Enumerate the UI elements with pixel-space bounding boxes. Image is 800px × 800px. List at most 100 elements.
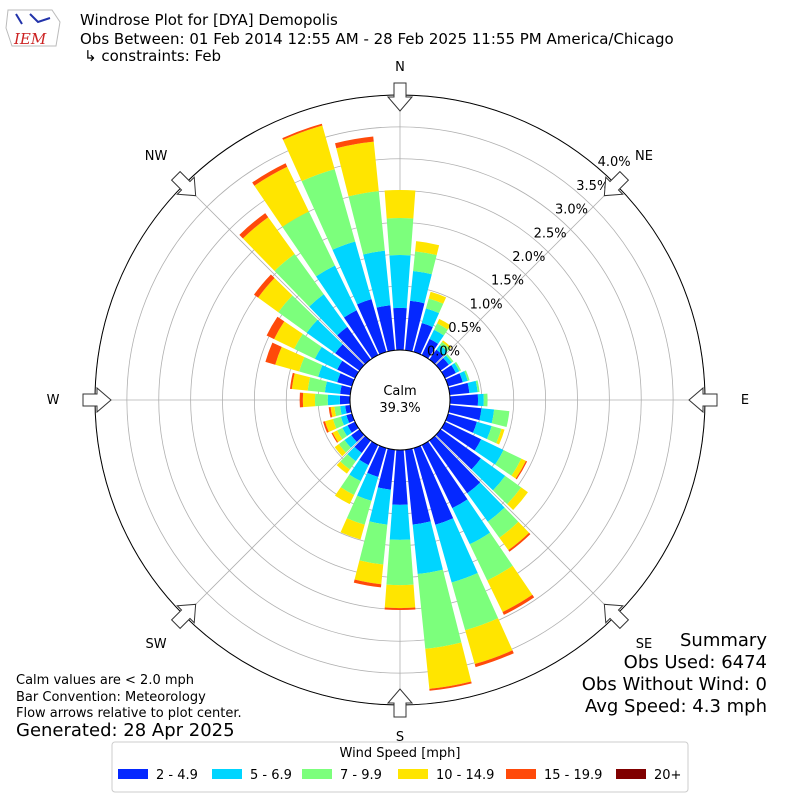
bar-segment bbox=[389, 255, 411, 309]
bar-segment bbox=[499, 521, 530, 551]
compass-label: W bbox=[47, 393, 60, 408]
r-tick-label: 1.0% bbox=[470, 297, 503, 312]
bar-segment bbox=[299, 392, 304, 408]
arrow-shape bbox=[386, 688, 414, 718]
bar-segment bbox=[242, 217, 295, 271]
bar-segment bbox=[429, 349, 444, 365]
bar-segment bbox=[354, 435, 371, 453]
arrow-shape bbox=[603, 170, 630, 197]
bar-segment bbox=[357, 472, 379, 501]
bar-segment bbox=[253, 274, 275, 298]
bar-segment bbox=[340, 474, 361, 495]
bar-segment bbox=[357, 299, 387, 355]
bar-segment bbox=[472, 421, 492, 440]
bar-segment bbox=[337, 326, 371, 365]
bar-segment bbox=[336, 141, 379, 197]
legend-swatch bbox=[506, 769, 536, 779]
bar-segment bbox=[467, 482, 505, 522]
bar-segment bbox=[332, 241, 372, 305]
legend-swatch bbox=[212, 769, 242, 779]
bar-segment bbox=[496, 428, 505, 445]
calm-circle bbox=[349, 349, 451, 451]
bar-segment bbox=[393, 307, 407, 351]
bar-segment bbox=[384, 584, 416, 609]
bar-segment bbox=[338, 440, 351, 453]
bar-segment bbox=[429, 435, 481, 494]
bar-segment bbox=[353, 579, 382, 588]
bar-segment bbox=[354, 560, 384, 585]
bar-segment bbox=[428, 291, 447, 304]
bar-segment bbox=[425, 642, 472, 689]
bar-segment bbox=[324, 418, 337, 432]
bar-segment bbox=[282, 211, 335, 277]
bar-segment bbox=[491, 409, 510, 427]
bar-segment bbox=[410, 270, 432, 304]
bar-segment bbox=[435, 429, 481, 470]
summary: Obs Without Wind: 0 bbox=[582, 674, 767, 695]
logo: IEM bbox=[5, 9, 61, 48]
bar-segment bbox=[359, 521, 388, 565]
bar-segment bbox=[443, 355, 452, 365]
bar-segment bbox=[384, 607, 416, 611]
bar-segment bbox=[429, 681, 472, 691]
bar-segment bbox=[334, 487, 355, 505]
note: Flow arrows relative to plot center. bbox=[16, 706, 242, 721]
bar-segment bbox=[441, 340, 452, 349]
bar-segment bbox=[502, 594, 535, 615]
bar-segment bbox=[274, 253, 324, 307]
calm-label: Calm bbox=[383, 384, 416, 399]
bar-segment bbox=[328, 407, 333, 418]
bar-segment bbox=[405, 448, 431, 525]
arrow-shape bbox=[170, 170, 197, 197]
bar-segment bbox=[346, 495, 372, 525]
bar-segment bbox=[389, 504, 411, 540]
bar-segment bbox=[452, 499, 491, 545]
r-tick-label: 2.5% bbox=[534, 226, 567, 241]
r-tick-label: 0.5% bbox=[448, 321, 481, 336]
bar-segment bbox=[445, 373, 463, 387]
bar-segment bbox=[474, 650, 514, 668]
compass-arrow bbox=[170, 170, 197, 197]
bar-segment bbox=[464, 370, 470, 381]
bar-segment bbox=[340, 518, 365, 540]
bar-segment bbox=[471, 458, 506, 491]
bar-segment bbox=[258, 278, 293, 313]
bar-segment bbox=[451, 362, 460, 373]
bar-segment bbox=[435, 518, 478, 583]
bar-segment bbox=[335, 136, 374, 149]
compass-arrow bbox=[82, 386, 112, 414]
bar-segment bbox=[495, 450, 522, 476]
bar-segment bbox=[363, 250, 391, 308]
bar-segment bbox=[441, 421, 482, 451]
bar-segment bbox=[252, 163, 288, 186]
bar-segment bbox=[451, 572, 499, 631]
bar-segment bbox=[436, 344, 448, 356]
logo-text: IEM bbox=[13, 30, 47, 48]
compass-label: E bbox=[741, 393, 749, 408]
compass-label: SE bbox=[636, 637, 652, 652]
legend-swatch bbox=[118, 769, 148, 779]
constraints: ↳ constraints: Feb bbox=[84, 47, 221, 65]
bar-segment bbox=[445, 354, 454, 363]
bar-segment bbox=[483, 393, 488, 407]
r-tick-label: 1.5% bbox=[491, 274, 524, 289]
bar-segment bbox=[437, 318, 451, 330]
bar-segment bbox=[315, 265, 357, 318]
bar-segment bbox=[421, 308, 440, 328]
legend-swatch bbox=[302, 769, 332, 779]
bar-segment bbox=[282, 123, 323, 140]
calm-value: 39.3% bbox=[379, 401, 420, 416]
bar-segment bbox=[477, 393, 484, 407]
bar-segment bbox=[454, 361, 462, 372]
bar-segment bbox=[449, 394, 479, 406]
bar-segment bbox=[294, 333, 322, 359]
bar-segment bbox=[386, 218, 414, 256]
bar-segment bbox=[486, 425, 502, 444]
legend-swatch bbox=[398, 769, 428, 779]
legend-label: 10 - 14.9 bbox=[436, 768, 494, 783]
bar-segment bbox=[348, 191, 385, 255]
generated: Generated: 28 Apr 2025 bbox=[16, 720, 235, 741]
bar-segment bbox=[309, 294, 348, 336]
compass-label: SW bbox=[145, 637, 166, 652]
